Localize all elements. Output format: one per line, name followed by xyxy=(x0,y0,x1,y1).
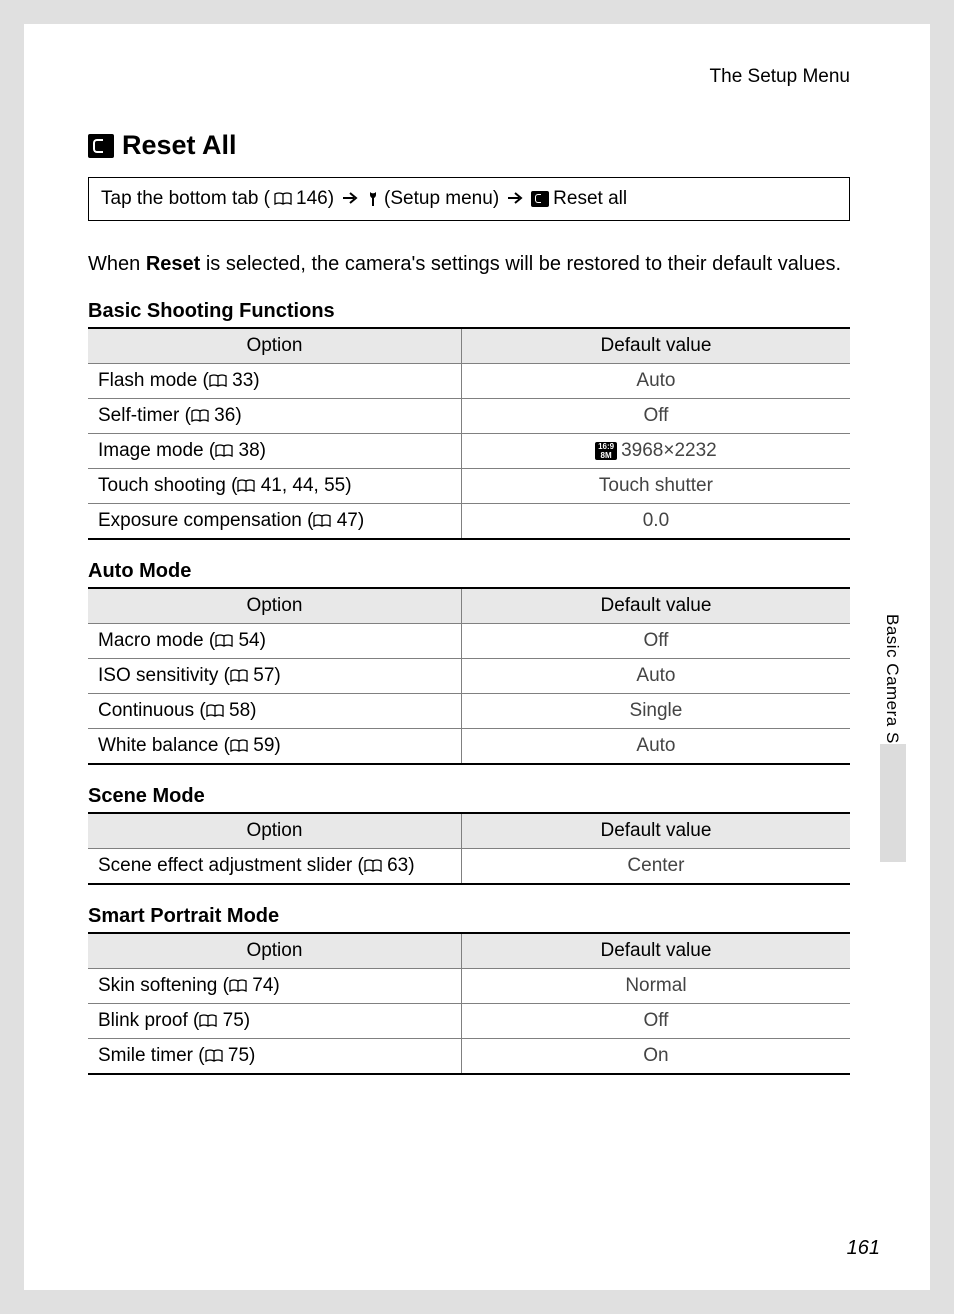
column-option: Option xyxy=(88,813,461,849)
options-table: OptionDefault valueFlash mode ( 33)AutoS… xyxy=(88,327,850,540)
book-icon xyxy=(274,192,292,206)
option-cell: Skin softening ( 74) xyxy=(88,969,461,1004)
book-icon xyxy=(209,374,227,388)
book-icon xyxy=(199,1014,217,1028)
table-row: Blink proof ( 75)Off xyxy=(88,1004,850,1039)
default-cell: Auto xyxy=(461,364,850,399)
book-icon xyxy=(215,634,233,648)
option-cell: Flash mode ( 33) xyxy=(88,364,461,399)
option-cell: Image mode ( 38) xyxy=(88,434,461,469)
title-text: Reset All xyxy=(122,130,237,161)
column-default: Default value xyxy=(461,933,850,969)
table-row: Smile timer ( 75)On xyxy=(88,1039,850,1075)
intro-text: When Reset is selected, the camera's set… xyxy=(88,249,850,280)
options-table: OptionDefault valueScene effect adjustme… xyxy=(88,812,850,885)
default-cell: Auto xyxy=(461,729,850,765)
book-icon xyxy=(229,979,247,993)
default-cell: 0.0 xyxy=(461,504,850,540)
intro-post: is selected, the camera's settings will … xyxy=(200,253,841,275)
table-row: White balance ( 59)Auto xyxy=(88,729,850,765)
book-icon xyxy=(191,409,209,423)
reset-small-icon xyxy=(531,191,549,207)
nav-ref1: 146) xyxy=(296,188,334,210)
option-cell: Macro mode ( 54) xyxy=(88,624,461,659)
book-icon xyxy=(205,1049,223,1063)
column-option: Option xyxy=(88,933,461,969)
aspect-badge-icon: 16:98M xyxy=(595,442,617,460)
default-cell: Normal xyxy=(461,969,850,1004)
default-cell: Touch shutter xyxy=(461,469,850,504)
table-row: Self-timer ( 36)Off xyxy=(88,399,850,434)
option-cell: Touch shooting ( 41, 44, 55) xyxy=(88,469,461,504)
column-option: Option xyxy=(88,588,461,624)
nav-reset: Reset all xyxy=(553,188,627,210)
section-label: Smart Portrait Mode xyxy=(88,905,850,928)
book-icon xyxy=(313,514,331,528)
content-area: The Setup Menu Reset All Tap the bottom … xyxy=(88,66,850,1075)
header-section-label: The Setup Menu xyxy=(88,66,850,88)
default-cell: Off xyxy=(461,399,850,434)
table-row: Flash mode ( 33)Auto xyxy=(88,364,850,399)
option-cell: Self-timer ( 36) xyxy=(88,399,461,434)
option-cell: Continuous ( 58) xyxy=(88,694,461,729)
book-icon xyxy=(364,859,382,873)
option-cell: Blink proof ( 75) xyxy=(88,1004,461,1039)
book-icon xyxy=(215,444,233,458)
table-row: Touch shooting ( 41, 44, 55)Touch shutte… xyxy=(88,469,850,504)
wrench-icon xyxy=(366,190,380,208)
section-label: Auto Mode xyxy=(88,560,850,583)
column-default: Default value xyxy=(461,328,850,364)
default-cell: Auto xyxy=(461,659,850,694)
section-label: Basic Shooting Functions xyxy=(88,300,850,323)
intro-bold: Reset xyxy=(146,253,200,275)
page-title: Reset All xyxy=(88,130,850,161)
default-cell: On xyxy=(461,1039,850,1075)
book-icon xyxy=(206,704,224,718)
book-icon xyxy=(230,669,248,683)
page: The Setup Menu Reset All Tap the bottom … xyxy=(24,24,930,1290)
option-cell: Scene effect adjustment slider ( 63) xyxy=(88,849,461,885)
page-number: 161 xyxy=(847,1237,880,1260)
arrow-icon xyxy=(342,188,358,210)
table-row: Skin softening ( 74)Normal xyxy=(88,969,850,1004)
option-cell: ISO sensitivity ( 57) xyxy=(88,659,461,694)
column-default: Default value xyxy=(461,813,850,849)
arrow-icon xyxy=(507,188,523,210)
intro-pre: When xyxy=(88,253,146,275)
default-cell: 16:98M3968×2232 xyxy=(461,434,850,469)
default-cell: Center xyxy=(461,849,850,885)
book-icon xyxy=(230,739,248,753)
option-cell: Smile timer ( 75) xyxy=(88,1039,461,1075)
book-icon xyxy=(237,479,255,493)
sections-host: Basic Shooting FunctionsOptionDefault va… xyxy=(88,300,850,1075)
column-default: Default value xyxy=(461,588,850,624)
nav-prefix: Tap the bottom tab ( xyxy=(101,188,270,210)
options-table: OptionDefault valueSkin softening ( 74)N… xyxy=(88,932,850,1075)
default-cell: Off xyxy=(461,624,850,659)
column-option: Option xyxy=(88,328,461,364)
table-row: Continuous ( 58)Single xyxy=(88,694,850,729)
nav-setup: (Setup menu) xyxy=(384,188,499,210)
reset-icon xyxy=(88,134,114,158)
table-row: Exposure compensation ( 47)0.0 xyxy=(88,504,850,540)
default-cell: Off xyxy=(461,1004,850,1039)
default-cell: Single xyxy=(461,694,850,729)
option-cell: Exposure compensation ( 47) xyxy=(88,504,461,540)
side-tab xyxy=(880,744,906,862)
navigation-path: Tap the bottom tab ( 146) (Setup menu) R… xyxy=(88,177,850,221)
table-row: ISO sensitivity ( 57)Auto xyxy=(88,659,850,694)
table-row: Macro mode ( 54)Off xyxy=(88,624,850,659)
option-cell: White balance ( 59) xyxy=(88,729,461,765)
section-label: Scene Mode xyxy=(88,785,850,808)
table-row: Image mode ( 38)16:98M3968×2232 xyxy=(88,434,850,469)
options-table: OptionDefault valueMacro mode ( 54)OffIS… xyxy=(88,587,850,765)
table-row: Scene effect adjustment slider ( 63)Cent… xyxy=(88,849,850,885)
